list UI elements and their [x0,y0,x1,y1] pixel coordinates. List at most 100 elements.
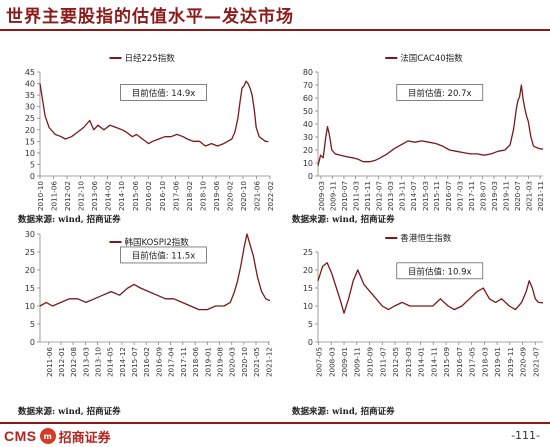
x-tick-label: 2016-07 [455,347,464,377]
source-note-nikkei: 数据来源: wind, 招商证券 [18,215,121,225]
y-tick-label: 0 [308,172,313,181]
logo-cms-text: CMS [4,428,37,444]
title-divider [0,29,550,31]
y-tick-label: 20 [25,266,35,275]
y-tick-label: 25 [25,114,35,123]
x-tick-label: 2018-07 [478,181,487,211]
legend-label: 法国CAC40指数 [400,53,463,64]
x-tick-label: 2019-03 [490,181,499,211]
y-tick-label: 35 [25,91,35,100]
legend-label: 韩国KOSPI2指数 [125,237,190,248]
y-tick-label: 10 [303,159,313,168]
source-note-kospi: 数据来源: wind, 招商证券 [18,407,121,417]
x-tick-label: 2015-11 [432,181,441,211]
x-tick-label: 2014-05 [106,347,115,377]
y-tick-label: 5 [308,320,313,329]
x-tick-label: 2017-06 [171,181,180,211]
brand-logo: CMS m 招商证券 [4,426,111,446]
y-tick-label: 40 [25,80,35,89]
x-tick-label: 2012-05 [391,347,400,377]
chart-panel-hangseng: 0 5 10 15 20 25 2007-05 2008-03 2009-01 2009-11 20… [290,228,548,398]
x-tick-label: 2009-01 [340,347,349,377]
x-tick-label: 2019-11 [506,347,515,377]
valuation-label: 目前估值: 10.9x [408,266,472,277]
x-tick-label: 2010-10 [36,181,45,211]
chart-kospi: 0 5 10 15 20 25 30 2011-06 2012-01 2012-08 2013-03… [25,230,274,377]
x-tick-label: 2018-02 [185,181,194,211]
x-tick-label: 2021-12 [264,347,273,377]
valuation-label: 目前估值: 11.5x [132,250,196,261]
series-line [39,233,271,311]
x-tick-label: 2011-06 [45,347,54,377]
x-tick-label: 2021-06 [253,181,262,211]
x-tick-label: 2019-06 [212,181,221,211]
x-tick-label: 2013-10 [94,347,103,377]
x-tick-label: 2021-03 [525,181,534,211]
y-tick-label: 15 [25,137,35,146]
valuation-box [396,84,484,101]
x-tick-label: 2020-09 [519,347,528,377]
logo-badge-icon: m [39,428,56,444]
x-tick-label: 2011-03 [352,181,361,211]
y-tick-label: 25 [303,248,313,257]
series-line [317,84,544,166]
x-tick-label: 2015-09 [442,347,451,377]
x-tick-label: 2014-12 [118,347,127,377]
x-tick-label: 2015-06 [131,181,140,211]
x-tick-label: 2011-06 [50,181,59,211]
y-tick-label: 5 [30,320,35,329]
x-tick-label: 2020-02 [225,181,234,211]
x-tick-label: 2022-02 [266,181,275,211]
chart-nikkei: 0 5 10 15 20 25 30 35 40 45 2010-10 2011-06 2012-02 2… [25,53,275,211]
x-tick-label: 2016-07 [444,181,453,211]
x-tick-label: 2012-01 [57,347,66,377]
x-tick-label: 2007-05 [314,347,323,377]
page-number: -111- [511,429,540,442]
x-tick-label: 2009-03 [317,181,326,211]
x-tick-label: 2014-10 [117,181,126,211]
x-tick-label: 2009-11 [353,347,362,377]
y-tick-label: 20 [303,266,313,275]
x-tick-label: 2014-01 [417,347,426,377]
y-tick-label: 30 [25,103,35,112]
x-tick-label: 2019-01 [493,347,502,377]
x-tick-label: 2009-11 [328,181,337,211]
source-note-hangseng: 数据来源: wind, 招商证券 [292,407,395,417]
x-tick-label: 2013-06 [90,181,99,211]
chart-panel-cac40: 0 10 20 30 40 50 60 70 80 2009-03 2009-11 2010-07 20… [290,38,548,211]
x-tick-label: 2019-11 [501,181,510,211]
valuation-box [120,84,207,101]
y-tick-label: 30 [25,230,35,239]
x-tick-label: 2013-03 [404,347,413,377]
valuation-label: 目前估值: 20.7x [408,88,472,99]
y-tick-label: 0 [308,338,313,347]
x-tick-label: 2020-10 [240,347,249,377]
y-tick-label: 30 [303,133,313,142]
x-tick-label: 2018-10 [198,181,207,211]
series-line [39,80,269,147]
legend-label: 香港恒生指数 [400,233,452,244]
valuation-box [396,262,484,280]
y-tick-label: 20 [303,146,313,155]
y-tick-label: 10 [25,302,35,311]
y-tick-label: 45 [25,68,35,77]
chart-panel-nikkei: 0 5 10 15 20 25 30 35 40 45 2010-10 2011-06 2012-02 2… [10,38,275,211]
x-tick-label: 2014-02 [104,181,113,211]
x-tick-label: 2021-11 [536,181,545,211]
x-tick-label: 2013-03 [81,347,90,377]
x-tick-label: 2013-11 [398,181,407,211]
y-tick-label: 80 [303,68,313,77]
x-tick-label: 2010-09 [366,347,375,377]
y-tick-label: 25 [25,248,35,257]
x-tick-label: 2021-05 [252,347,261,377]
x-tick-label: 2012-08 [69,347,78,377]
y-tick-label: 10 [25,149,35,158]
x-tick-label: 2016-02 [144,181,153,211]
y-tick-label: 40 [303,120,313,129]
x-tick-label: 2012-02 [63,181,72,211]
x-tick-label: 2012-10 [77,181,86,211]
y-tick-label: 15 [303,284,313,293]
series-line [317,262,544,314]
y-tick-label: 50 [303,107,313,116]
y-tick-label: 70 [303,81,313,90]
